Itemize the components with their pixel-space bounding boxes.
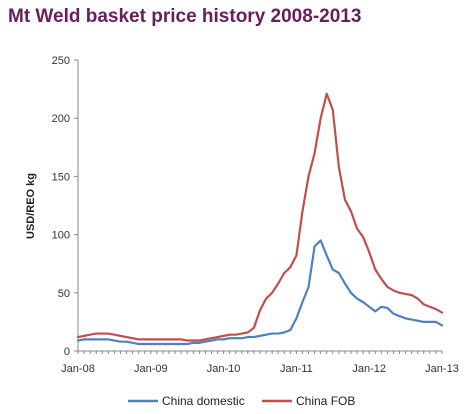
legend-label: China FOB: [296, 394, 355, 408]
y-tick-label: 150: [52, 171, 70, 183]
y-tick-label: 50: [58, 288, 70, 300]
chart-series: [76, 92, 444, 346]
y-tick-label: 200: [52, 113, 70, 125]
y-tick-label: 100: [52, 230, 70, 242]
x-tick-label: Jan-10: [207, 363, 241, 375]
x-tick-label: Jan-13: [425, 363, 459, 375]
x-tick-label: Jan-11: [280, 363, 313, 375]
x-tick-label: Jan-08: [61, 363, 95, 375]
x-tick-label: Jan-12: [352, 363, 386, 375]
y-tick-label: 0: [64, 346, 70, 358]
series-line: [76, 92, 444, 342]
chart-title: Mt Weld basket price history 2008-2013: [8, 6, 362, 27]
series-line: [76, 239, 444, 346]
chart-axes: 0 50 100 150 200 250 Jan-08 Jan-09 Jan-10 Jan-11 J…: [52, 55, 459, 375]
y-axis-label: USD/REO kg: [25, 173, 37, 239]
chart-legend: China domestic China FOB: [128, 394, 355, 408]
x-tick-label: Jan-09: [134, 363, 168, 375]
y-tick-label: 250: [52, 55, 70, 67]
legend-label: China domestic: [162, 394, 245, 408]
